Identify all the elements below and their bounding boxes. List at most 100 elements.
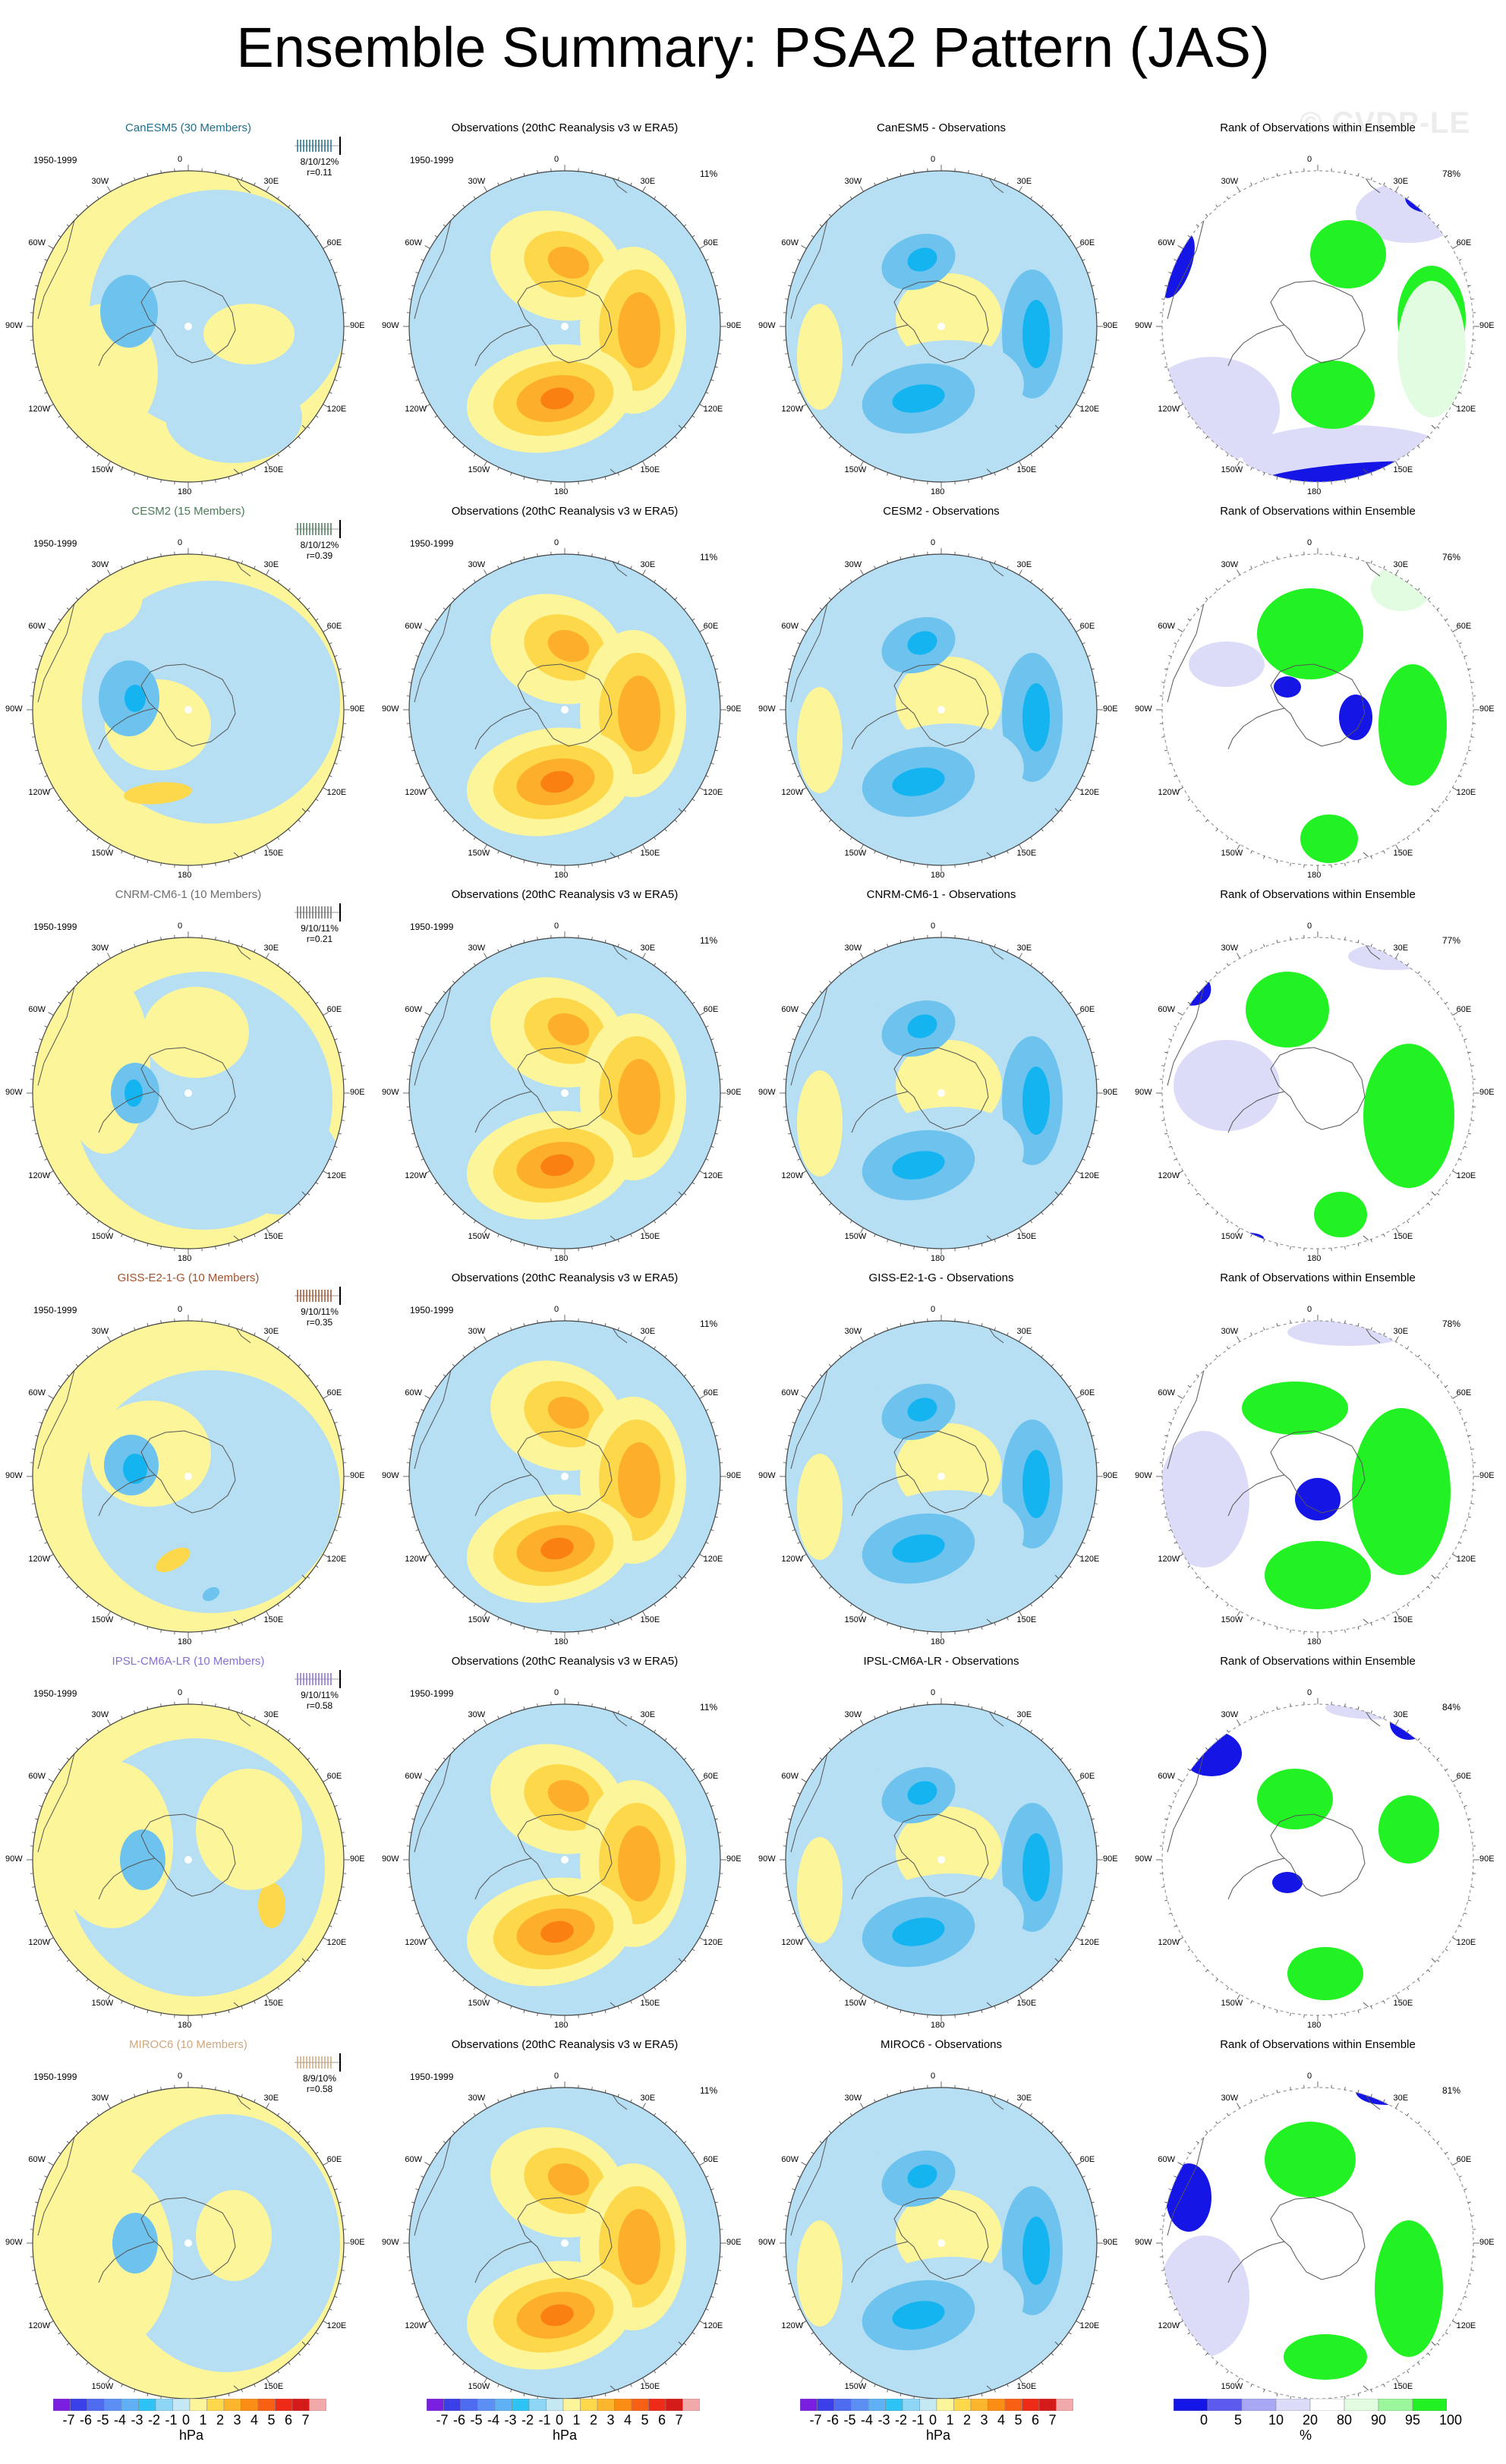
lon-label: 30E: [640, 177, 656, 187]
map-r5-rank: [1156, 1698, 1479, 2021]
lon-label: 150W: [844, 2381, 867, 2391]
lon-label: 90W: [5, 1471, 23, 1480]
lon-label: 60W: [405, 621, 423, 631]
period-label: 1950-1999: [410, 922, 454, 932]
lon-label: 60W: [28, 1388, 46, 1397]
polar-map: [10, 1298, 367, 1659]
colorbar-unit: hPa: [926, 2428, 951, 2443]
lon-label: 90W: [758, 704, 776, 714]
lon-label: 150W: [91, 2381, 114, 2391]
variance-pct: 11%: [700, 1702, 718, 1713]
colorbar-swatch: [443, 2398, 462, 2412]
variance-pct: 11%: [700, 2085, 718, 2096]
lon-label: 60E: [1456, 1388, 1472, 1397]
variance-pct: 11%: [700, 552, 718, 562]
colorbar-swatch: [936, 2398, 954, 2412]
colorbar-swatch: [104, 2398, 122, 2412]
pattern-correlation: r=0.35: [306, 1317, 333, 1328]
lon-label: 90E: [1479, 321, 1495, 330]
lon-label: 0: [554, 155, 559, 164]
colorbar-swatch: [562, 2398, 581, 2412]
lon-label: 60W: [1158, 1771, 1176, 1781]
lon-label: 120W: [28, 787, 51, 797]
colorbar-swatch: [121, 2398, 139, 2412]
lon-label: 60E: [1079, 1388, 1095, 1397]
map-r3-diff: [780, 931, 1103, 1255]
lon-label: 0: [931, 1305, 936, 1314]
lon-label: 150E: [640, 1615, 660, 1624]
colorbar-tick-label: 4: [624, 2412, 632, 2428]
lon-label: 30E: [1016, 177, 1032, 187]
colorbar-swatch: [309, 2398, 327, 2412]
lon-label: 120W: [405, 1554, 427, 1564]
lon-label: 60E: [1456, 238, 1472, 247]
polar-map: [763, 531, 1120, 892]
lon-label: 30W: [844, 1710, 862, 1720]
lon-label: 150W: [91, 1231, 114, 1241]
lon-label: 90W: [382, 1471, 399, 1480]
lon-label: 0: [1307, 155, 1312, 164]
colorbar-tick-label: 3: [980, 2412, 988, 2428]
colorbar-tick-label: 1: [199, 2412, 207, 2428]
lon-label: 120E: [326, 404, 347, 414]
panel-r4-diff: GISS-E2-1-G - Observations 0 30E 60E 90E 120E…: [753, 1271, 1130, 1651]
lon-label: 90W: [1135, 321, 1152, 330]
lon-label: 180: [554, 487, 569, 496]
lon-label: 60E: [1456, 621, 1472, 631]
pct-stats: 8/10/12%: [300, 540, 339, 550]
lon-label: 180: [178, 1254, 192, 1263]
variance-pct: 11%: [700, 1319, 718, 1329]
colorbar-tick-label: 5: [267, 2412, 276, 2428]
model-title: IPSL-CM6A-LR (10 Members): [112, 1655, 265, 1668]
lon-label: 90E: [1103, 321, 1118, 330]
colorbar-tick-label: 0: [929, 2412, 937, 2428]
panel-r5-obs: Observations (20thC Reanalysis v3 w ERA5…: [376, 1655, 753, 2034]
polar-map: [386, 1681, 743, 2042]
colorbar-tick-label: 6: [1032, 2412, 1040, 2428]
lon-label: 60W: [28, 1771, 46, 1781]
lon-label: 60W: [1158, 1388, 1176, 1397]
lon-label: 120W: [28, 1554, 51, 1564]
lon-label: 30W: [844, 1327, 862, 1337]
colorbar-swatch: [1022, 2398, 1040, 2412]
diff-title: CESM2 - Observations: [883, 505, 1000, 518]
lon-label: 60E: [703, 2154, 719, 2164]
lon-label: 30E: [263, 1710, 279, 1720]
model-title: CanESM5 (30 Members): [125, 121, 251, 134]
colorbar-swatch: [580, 2398, 598, 2412]
lon-label: 120W: [781, 1554, 804, 1564]
polar-map: [763, 148, 1120, 509]
lon-label: 30W: [91, 1327, 109, 1337]
colorbar-tick-label: 0: [182, 2412, 191, 2428]
lon-label: 90E: [350, 704, 365, 714]
lon-label: 90E: [1103, 1854, 1118, 1864]
lon-label: 90E: [726, 2238, 742, 2247]
lon-label: 150W: [1221, 1231, 1243, 1241]
lon-label: 30W: [844, 177, 862, 187]
colorbar-rank-swatches: [1173, 2398, 1448, 2412]
lon-label: 90W: [758, 1471, 776, 1480]
rank-pct: 76%: [1442, 552, 1461, 562]
model-title: CESM2 (15 Members): [131, 505, 245, 518]
lon-label: 90W: [382, 704, 399, 714]
lon-label: 120E: [703, 1171, 723, 1180]
colorbar-swatch: [817, 2398, 835, 2412]
lon-label: 150E: [1393, 1231, 1413, 1241]
lon-label: 120W: [1158, 1937, 1180, 1947]
lon-label: 150E: [640, 465, 660, 474]
lon-label: 60E: [703, 621, 719, 631]
lon-label: 30W: [468, 1710, 486, 1720]
colorbar-tick-label: -7: [62, 2412, 75, 2428]
pct-stats: 9/10/11%: [301, 1306, 339, 1317]
lon-label: 30W: [468, 560, 486, 570]
polar-map: [10, 915, 367, 1275]
lon-label: 60W: [405, 1771, 423, 1781]
watermark: © CVDP-LE: [1300, 106, 1471, 140]
lon-label: 120E: [326, 1554, 347, 1564]
lon-label: 180: [1307, 1254, 1322, 1263]
panel-r4-obs: Observations (20thC Reanalysis v3 w ERA5…: [376, 1271, 753, 1651]
panel-r6-rank: Rank of Observations within Ensemble 81% 0…: [1130, 2038, 1506, 2418]
lon-label: 60W: [405, 2154, 423, 2164]
lon-label: 150E: [1016, 2381, 1037, 2391]
pct-range-whisker: [295, 137, 342, 155]
